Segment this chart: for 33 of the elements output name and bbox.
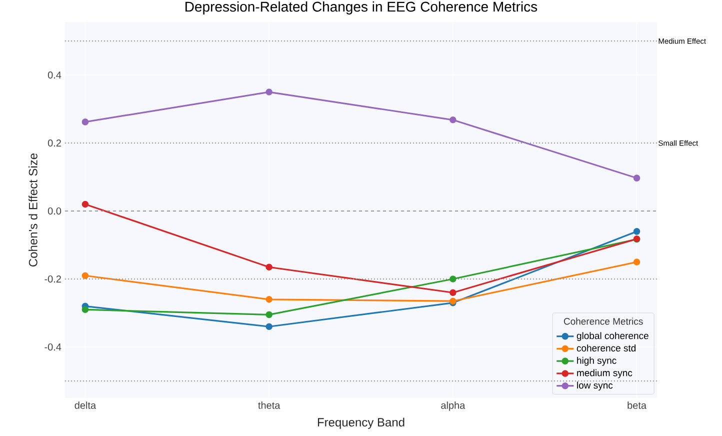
point [266, 323, 272, 330]
point [633, 174, 640, 182]
point [82, 306, 89, 314]
point [266, 296, 272, 303]
point [633, 258, 640, 266]
legend-title: Coherence Metrics [564, 318, 643, 325]
point [266, 88, 272, 96]
chart-title: Depression-Related Changes in EEG Coherence Metrics [186, 1, 538, 14]
point [82, 118, 89, 126]
point [633, 228, 640, 235]
y-tick-label: 0.0 [48, 207, 62, 215]
point [450, 276, 456, 282]
legend-label: global coherence [576, 332, 648, 341]
x-axis-title: Frequency Band [318, 418, 404, 429]
y-axis-title: Cohen's d Effect Size [28, 153, 38, 266]
point [266, 311, 272, 318]
y-tick-label: 0.4 [48, 71, 62, 79]
x-tick-label: alpha [441, 402, 466, 411]
legend-label: low sync [577, 382, 613, 391]
y-tick-label: 0.2 [48, 139, 61, 147]
point [450, 289, 456, 296]
legend-label: medium sync [577, 369, 632, 378]
x-tick-label: beta [628, 402, 647, 409]
point [82, 200, 89, 208]
point [266, 264, 272, 271]
y-tick-label: -0.4 [44, 343, 62, 351]
x-tick-label: theta [258, 402, 280, 409]
point [82, 272, 89, 280]
point [450, 116, 456, 124]
legend-label: coherence std [576, 344, 636, 352]
y-tick-label: -0.2 [44, 275, 61, 283]
legend-label: high sync [577, 356, 616, 366]
x-tick-label: delta [74, 402, 96, 409]
